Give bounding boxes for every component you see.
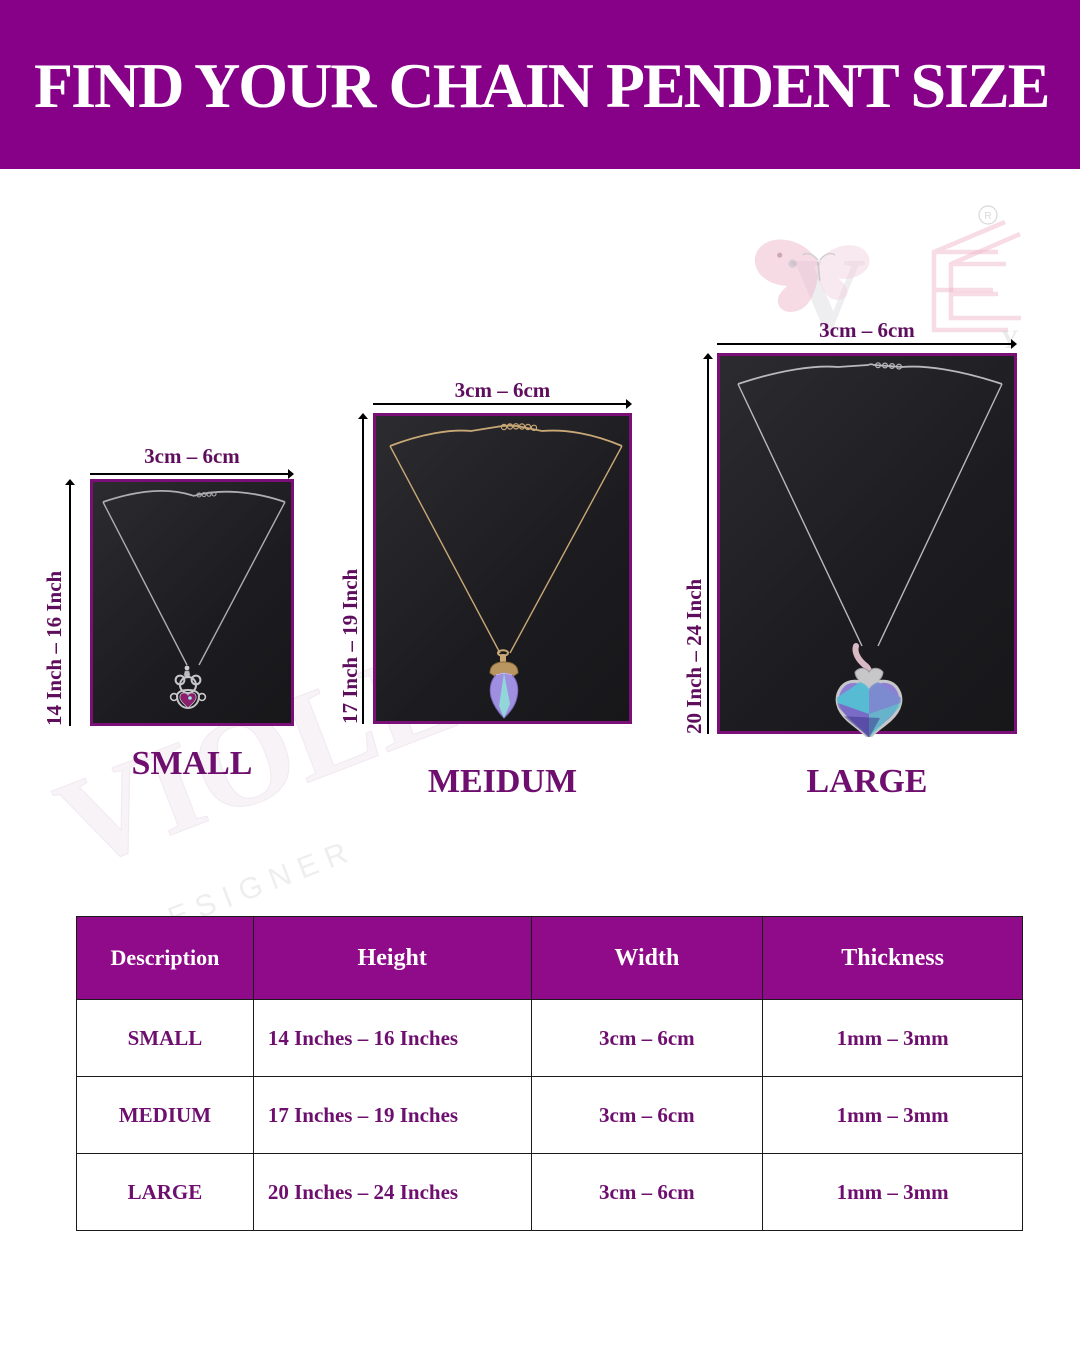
svg-text:R: R	[984, 211, 991, 222]
